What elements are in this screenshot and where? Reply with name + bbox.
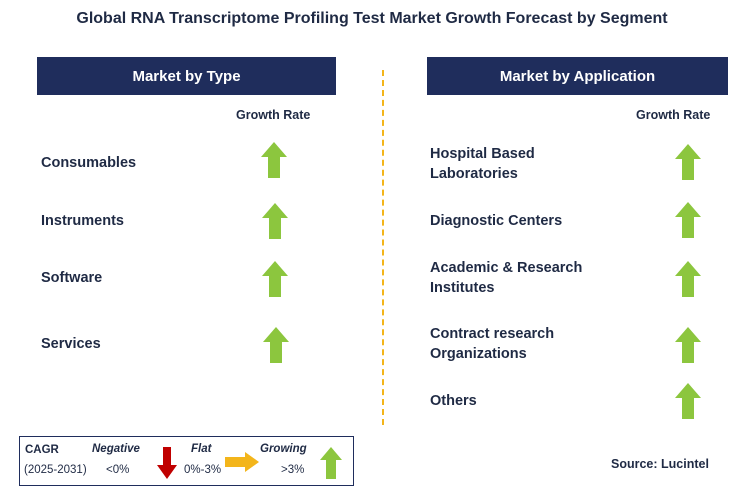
up-arrow-icon	[675, 327, 701, 363]
segment-label: Others	[430, 393, 477, 409]
legend-cagr-label: CAGR	[25, 444, 59, 456]
segment-label: Instruments	[41, 213, 124, 229]
application-growth-rate-label: Growth Rate	[636, 108, 711, 122]
application-panel-header: Market by Application	[427, 57, 728, 95]
legend-growing-label: Growing	[260, 443, 307, 455]
segment-label: Hospital Based Laboratories	[430, 146, 535, 182]
up-arrow-icon	[320, 447, 342, 479]
segment-label: Services	[41, 336, 101, 352]
panel-divider	[382, 70, 384, 425]
legend-box	[19, 436, 354, 486]
up-arrow-icon	[262, 261, 288, 297]
type-growth-rate-label: Growth Rate	[236, 108, 311, 122]
legend-negative-range: <0%	[106, 464, 130, 476]
segment-label: Diagnostic Centers	[430, 213, 563, 229]
type-panel-header: Market by Type	[37, 57, 336, 95]
source-note: Source: Lucintel	[611, 457, 709, 471]
up-arrow-icon	[675, 383, 701, 419]
page-title: Global RNA Transcriptome Profiling Test …	[76, 10, 668, 27]
right-arrow-icon	[225, 452, 259, 472]
up-arrow-icon	[675, 261, 701, 297]
legend-period: (2025-2031)	[24, 464, 87, 476]
down-arrow-icon	[157, 447, 177, 479]
segment-label: Software	[41, 270, 103, 286]
legend-flat-range: 0%-3%	[184, 464, 222, 476]
segment-label: Consumables	[41, 155, 137, 171]
legend-flat-label: Flat	[191, 443, 212, 455]
legend-growing-range: >3%	[281, 464, 305, 476]
up-arrow-icon	[261, 142, 287, 178]
legend-negative-label: Negative	[92, 443, 140, 455]
segment-label: Contract research Organizations	[430, 326, 555, 362]
up-arrow-icon	[262, 203, 288, 239]
up-arrow-icon	[675, 202, 701, 238]
up-arrow-icon	[263, 327, 289, 363]
segment-label: Academic & Research Institutes	[430, 260, 583, 296]
up-arrow-icon	[675, 144, 701, 180]
